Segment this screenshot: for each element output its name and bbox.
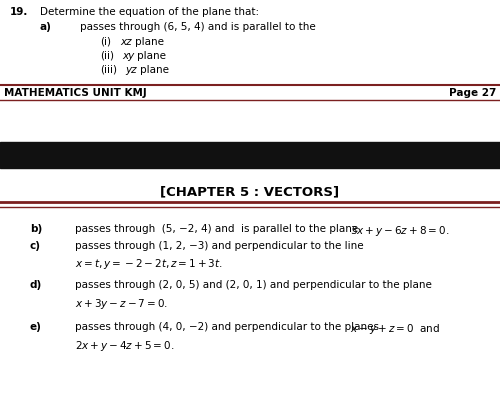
Text: d): d) [30, 280, 42, 290]
Text: c): c) [30, 241, 41, 251]
Text: plane: plane [140, 65, 169, 75]
Text: MATHEMATICS UNIT KMJ: MATHEMATICS UNIT KMJ [4, 88, 147, 98]
Text: $3x+y-6z+8=0$.: $3x+y-6z+8=0$. [350, 224, 450, 238]
Text: $x-y+z=0$  and: $x-y+z=0$ and [350, 322, 440, 336]
Text: 19.: 19. [10, 7, 29, 17]
Text: passes through (2, 0, 5) and (2, 0, 1) and perpendicular to the plane: passes through (2, 0, 5) and (2, 0, 1) a… [75, 280, 432, 290]
Text: b): b) [30, 224, 42, 234]
Text: a): a) [40, 22, 52, 32]
Text: xz: xz [120, 37, 132, 47]
Text: passes through (1, 2, −3) and perpendicular to the line: passes through (1, 2, −3) and perpendicu… [75, 241, 364, 251]
Text: e): e) [30, 322, 42, 332]
Text: passes through  (5, −2, 4) and  is parallel to the plane: passes through (5, −2, 4) and is paralle… [75, 224, 362, 234]
Text: plane: plane [135, 37, 164, 47]
Text: $x+3y-z-7=0$.: $x+3y-z-7=0$. [75, 297, 168, 311]
Text: plane: plane [137, 51, 166, 61]
Text: Determine the equation of the plane that:: Determine the equation of the plane that… [40, 7, 259, 17]
Text: passes through (6, 5, 4) and is parallel to the: passes through (6, 5, 4) and is parallel… [80, 22, 316, 32]
Text: $2x+y-4z+5=0.$: $2x+y-4z+5=0.$ [75, 339, 174, 353]
Text: Page 27: Page 27 [448, 88, 496, 98]
Text: (ii): (ii) [100, 51, 114, 61]
Text: (iii): (iii) [100, 65, 117, 75]
Text: xy: xy [122, 51, 134, 61]
Text: passes through (4, 0, −2) and perpendicular to the planes: passes through (4, 0, −2) and perpendicu… [75, 322, 386, 332]
Text: [CHAPTER 5 : VECTORS]: [CHAPTER 5 : VECTORS] [160, 185, 340, 198]
Text: (i): (i) [100, 37, 111, 47]
Bar [0, 142, 500, 168]
Text: $x=t, y=-2-2t, z=1+3t$.: $x=t, y=-2-2t, z=1+3t$. [75, 257, 223, 271]
Text: yz: yz [125, 65, 136, 75]
